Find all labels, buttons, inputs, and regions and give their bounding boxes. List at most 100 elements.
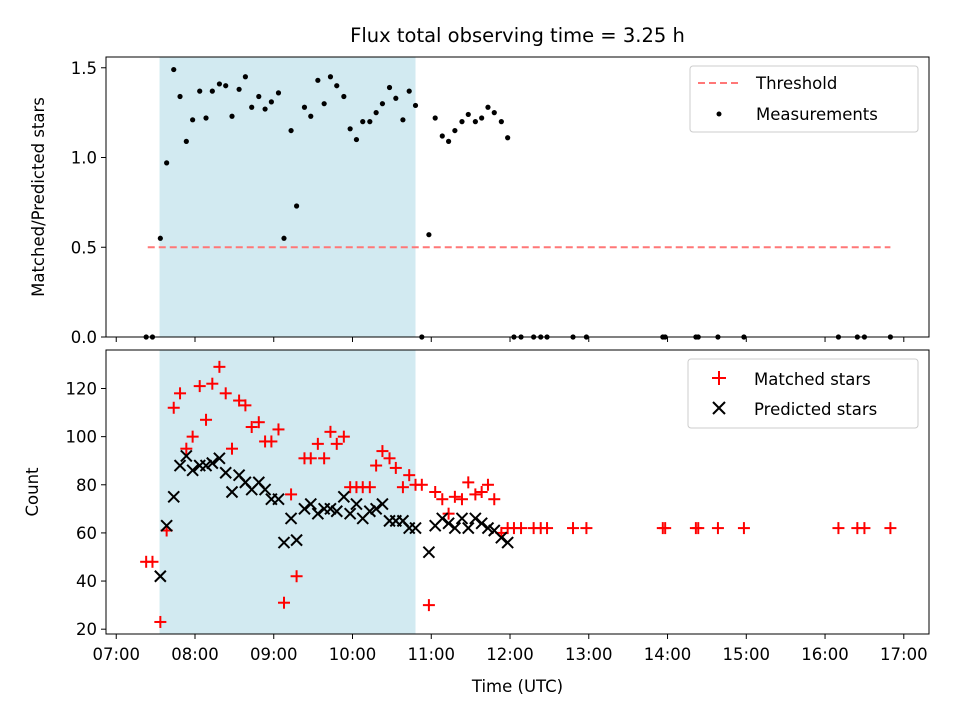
matched-star-point <box>272 423 285 436</box>
predicted-star-point <box>225 485 239 499</box>
matched-star-point <box>180 442 193 455</box>
predicted-star-point <box>330 505 343 518</box>
predicted-star-point <box>277 536 291 549</box>
matched-star-point <box>239 399 252 412</box>
bottom-xlabel: Time (UTC) <box>471 677 563 696</box>
matched-star-point <box>832 522 845 535</box>
predicted-star-point <box>501 536 514 549</box>
predicted-star-point <box>343 507 357 520</box>
legend-threshold-label: Threshold <box>755 74 837 93</box>
matched-star-point <box>389 461 402 474</box>
matched-star-point <box>245 421 258 434</box>
bottom-shaded-span <box>159 350 416 634</box>
matched-star-point <box>383 452 396 465</box>
measurement-point <box>321 101 327 107</box>
matched-star-point <box>213 360 226 373</box>
matched-star-point <box>318 452 331 465</box>
top-ylabel: Matched/Predicted stars <box>29 97 48 297</box>
measurement-point <box>262 106 268 112</box>
legend-predicted-label: Predicted stars <box>754 400 877 419</box>
bottom-legend-box <box>687 358 919 429</box>
matched-star-point <box>429 486 442 498</box>
measurement-point <box>216 81 223 87</box>
measurement-point <box>426 232 432 238</box>
predicted-star-point <box>284 512 298 525</box>
matched-star-point <box>265 435 278 448</box>
measurement-point <box>393 95 399 101</box>
matched-star-point <box>290 570 303 583</box>
measurement-point <box>288 127 294 134</box>
measurement-point <box>373 110 379 116</box>
matched-star-point <box>285 488 298 501</box>
measurement-point <box>236 86 242 92</box>
measurement-point <box>177 93 183 100</box>
matched-star-point <box>422 599 435 612</box>
measurement-point <box>341 93 347 100</box>
measurement-point <box>268 99 274 105</box>
bottom-panel: 20 40 60 80 100 120 07:00 08:00 09:00 10:00 11:00… <box>23 349 930 696</box>
predicted-star-point <box>206 456 219 470</box>
bottom-xtick-label: 10:00 <box>329 645 377 664</box>
matched-star-point <box>154 615 167 628</box>
measurement-point <box>379 101 386 107</box>
predicted-star-point <box>219 466 232 479</box>
bottom-axes-frame <box>105 349 930 635</box>
measurement-point <box>479 115 485 121</box>
predicted-star-point <box>311 507 325 520</box>
matched-star-point <box>884 522 897 535</box>
bottom-xtick-label: 15:00 <box>723 645 771 664</box>
measurement-point <box>293 203 300 209</box>
top-ytick-label: 0.5 <box>71 238 97 257</box>
measurement-point <box>485 104 491 110</box>
predicted-star-point <box>298 502 311 516</box>
matched-star-point <box>711 522 724 535</box>
predicted-star-point <box>448 521 462 535</box>
measurement-point <box>406 88 412 94</box>
matched-star-point <box>252 416 265 429</box>
measurement-point <box>412 102 419 109</box>
measurement-point <box>472 119 478 125</box>
matched-star-point <box>403 469 416 482</box>
bottom-ytick-label: 40 <box>76 572 97 591</box>
predicted-star-point <box>422 545 436 559</box>
matched-star-point <box>226 442 239 455</box>
matched-star-point <box>436 493 449 506</box>
predicted-star-point <box>180 449 193 463</box>
bottom-x-ticks: 07:00 08:00 09:00 10:00 11:00 12:00 13:00 14:00… <box>92 634 928 664</box>
predicted-star-point <box>290 533 303 547</box>
measurement-point <box>400 117 406 123</box>
bottom-ytick-label: 80 <box>76 476 97 495</box>
predicted-star-point <box>337 490 351 504</box>
matched-star-point <box>233 394 246 407</box>
matched-star-point <box>455 493 468 506</box>
matched-star-point <box>481 478 494 491</box>
measurement-point <box>498 119 504 125</box>
top-ytick-label: 1.5 <box>71 59 97 78</box>
bottom-ytick-label: 100 <box>66 428 98 447</box>
bottom-xtick-label: 16:00 <box>801 645 849 664</box>
predicted-star-point <box>258 483 272 496</box>
matched-legend-marker <box>712 371 726 385</box>
matched-star-point <box>146 555 159 568</box>
top-shaded-span <box>159 57 416 337</box>
legend-matched-label: Matched stars <box>754 370 871 389</box>
bottom-xtick-label: 13:00 <box>565 645 613 664</box>
matched-star-point <box>448 490 461 503</box>
matched-star-point <box>692 522 705 535</box>
bottom-ylabel: Count <box>23 467 42 517</box>
bottom-marks <box>140 360 897 628</box>
matched-star-point <box>515 522 528 535</box>
matched-star-point <box>304 452 317 465</box>
predicted-star-point <box>213 452 226 465</box>
measurement-point <box>229 113 235 119</box>
matched-star-point <box>858 522 871 535</box>
predicted-star-point <box>167 490 180 504</box>
bottom-xtick-label: 07:00 <box>92 645 140 664</box>
matched-star-point <box>415 478 428 491</box>
predicted-star-point <box>350 497 363 511</box>
measurement-point <box>360 119 366 125</box>
measurement-point <box>301 104 308 110</box>
predicted-star-point <box>186 464 199 477</box>
matched-star-point <box>488 493 501 506</box>
